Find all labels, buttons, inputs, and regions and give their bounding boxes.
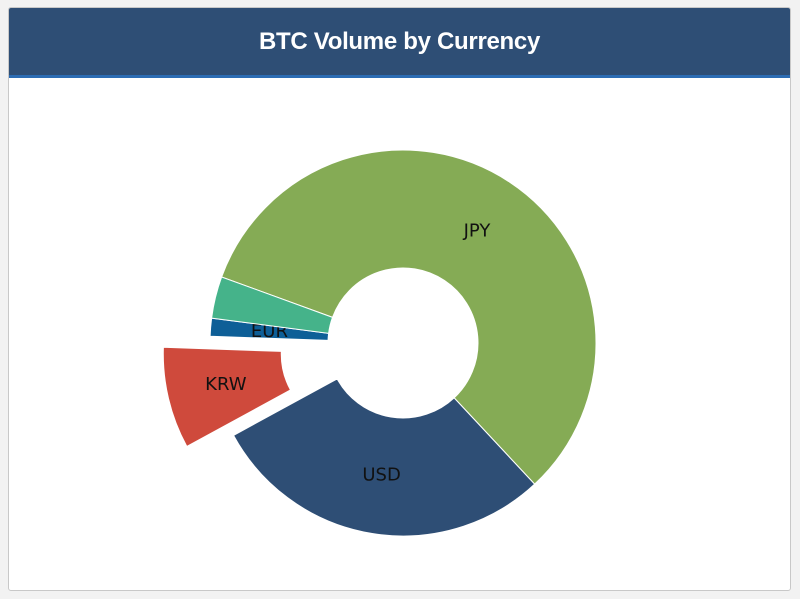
slice-label-jpy: JPY (463, 220, 492, 241)
chart-area: JPY USD KRW EUR (9, 78, 790, 590)
chart-title: BTC Volume by Currency (258, 27, 540, 55)
slice-krw[interactable] (162, 346, 292, 448)
slice-label-usd: USD (362, 464, 400, 485)
chart-card: BTC Volume by Currency JPY USD KRW EUR (8, 7, 791, 591)
slice-usd[interactable] (232, 378, 536, 537)
slice-label-krw: KRW (205, 374, 247, 395)
slice-gbp[interactable] (211, 276, 334, 334)
slice-jpy[interactable] (220, 149, 597, 485)
chart-header: BTC Volume by Currency (9, 8, 790, 78)
